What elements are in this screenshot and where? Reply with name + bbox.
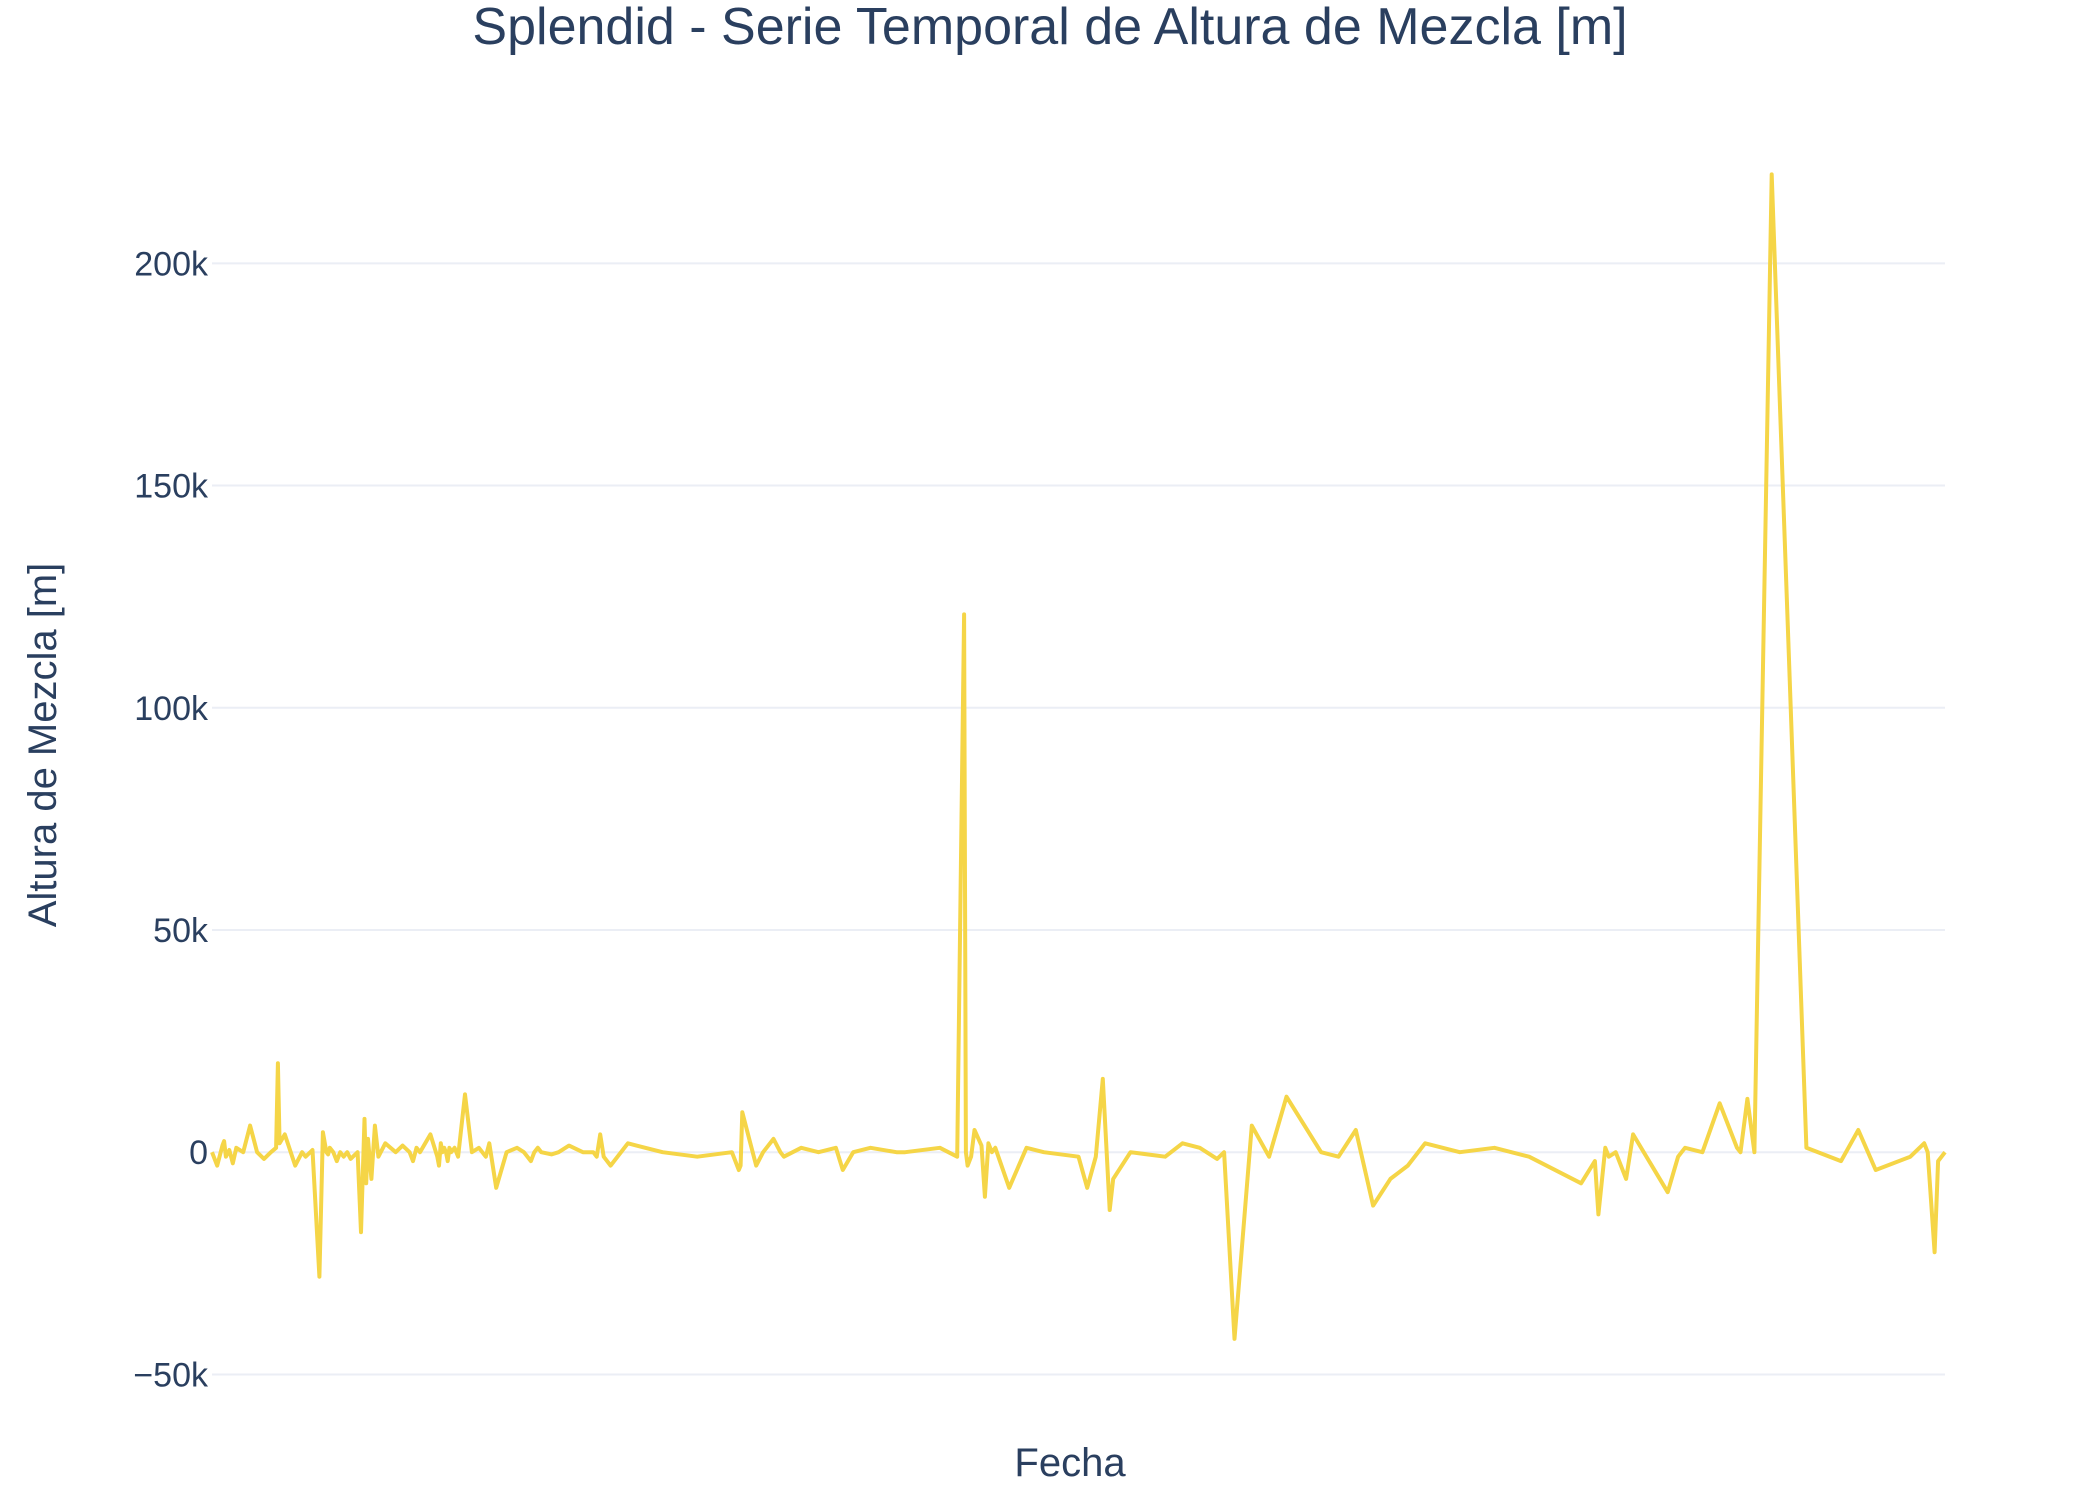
series-layer xyxy=(210,172,1947,1341)
y-tick-label: 150k xyxy=(134,468,209,506)
y-axis-title: Altura de Mezcla [m] xyxy=(21,563,65,928)
y-tick-label: 50k xyxy=(153,912,209,950)
y-tick-label: 200k xyxy=(134,245,209,283)
y-tick-label: −50k xyxy=(133,1356,209,1394)
series-line xyxy=(210,172,1947,1341)
y-tick-label: 0 xyxy=(189,1134,208,1172)
y-tick-labels: −50k 0 50k 100k 150k 200k xyxy=(133,245,209,1394)
x-axis-title: Fecha xyxy=(1014,1441,1126,1485)
gridlines xyxy=(212,262,1945,1376)
y-tick-label: 100k xyxy=(134,690,209,728)
chart-title: Splendid - Serie Temporal de Altura de M… xyxy=(472,0,1627,56)
